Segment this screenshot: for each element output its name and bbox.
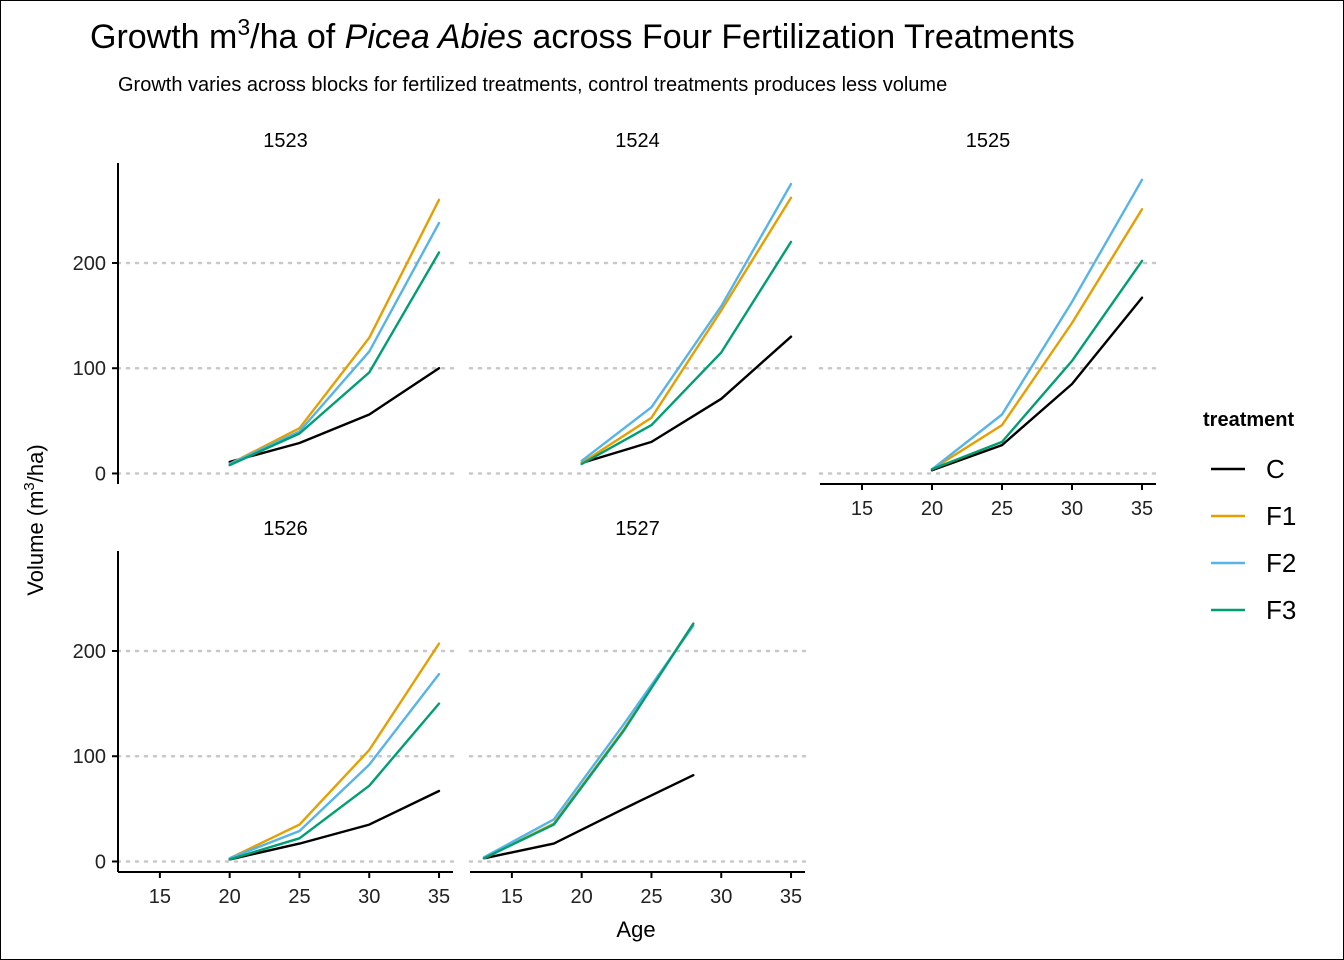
x-tick-label: 15: [149, 886, 171, 908]
y-tick-label: 200: [73, 641, 106, 663]
legend-label: C: [1266, 454, 1285, 484]
x-tick-label: 20: [921, 498, 943, 520]
facet-panel-1524: 1524: [468, 130, 807, 475]
x-tick-label: 35: [428, 886, 450, 908]
series-line-f1: [228, 642, 441, 860]
series-line-f2: [930, 178, 1144, 471]
y-tick-label: 100: [73, 358, 106, 380]
series-line-c: [228, 367, 441, 464]
chart-title: Growth m3/ha of Picea Abies across Four …: [90, 14, 1075, 56]
series-line-c: [930, 296, 1144, 472]
series-line-f3: [930, 259, 1144, 471]
series-line-c: [228, 789, 441, 861]
y-axis-label: Volume (m3/ha): [21, 444, 48, 595]
legend-item-f3: F3: [1211, 595, 1296, 625]
x-tick-label: 35: [1131, 498, 1153, 520]
x-tick-label: 25: [288, 886, 310, 908]
x-axis-label: Age: [616, 917, 655, 942]
x-tick-label: 30: [1061, 498, 1083, 520]
x-tick-label: 15: [851, 498, 873, 520]
legend-label: F2: [1266, 548, 1296, 578]
series-line-f3: [228, 251, 441, 467]
x-tick-label: 35: [780, 886, 802, 908]
y-tick-label: 0: [95, 851, 106, 873]
chart-subtitle: Growth varies across blocks for fertiliz…: [118, 74, 947, 96]
facet-label: 1524: [615, 130, 660, 152]
series-line-f2: [580, 182, 793, 462]
series-line-f2: [228, 672, 441, 860]
series-line-f1: [482, 622, 695, 860]
series-line-f2: [482, 624, 695, 859]
series-line-f3: [580, 240, 793, 466]
facet-panel-1523: 1523 0 100 200: [73, 130, 455, 485]
x-tick-label: 30: [710, 886, 732, 908]
series-line-f2: [228, 221, 441, 466]
x-tick-label: 15: [501, 886, 523, 908]
x-tick-label: 25: [640, 886, 662, 908]
legend-item-f1: F1: [1211, 501, 1296, 531]
facet-panel-1526: 1526 0 100 200 15 20 25 30 35: [73, 518, 455, 908]
legend-item-c: C: [1211, 454, 1285, 484]
y-tick-label: 200: [73, 253, 106, 275]
series-line-c: [482, 774, 695, 860]
x-tick-label: 30: [358, 886, 380, 908]
legend-item-f2: F2: [1211, 548, 1296, 578]
series-line-f3: [228, 702, 441, 861]
legend-title: treatment: [1203, 409, 1294, 431]
x-tick-label: 20: [571, 886, 593, 908]
series-line-f3: [482, 622, 695, 860]
series-line-f1: [580, 196, 793, 465]
facet-panel-1527: 1527 15 20 25 30 35: [468, 518, 807, 908]
facet-label: 1523: [263, 130, 308, 152]
series-line-f1: [228, 198, 441, 466]
x-tick-label: 20: [219, 886, 241, 908]
facet-panel-1525: 1525 15 20 25 30 35: [818, 130, 1158, 520]
facet-label: 1526: [263, 518, 308, 540]
facet-label: 1527: [615, 518, 660, 540]
x-tick-label: 25: [991, 498, 1013, 520]
y-tick-label: 0: [95, 463, 106, 485]
legend: C F1 F2 F3: [1211, 454, 1296, 625]
y-tick-label: 100: [73, 746, 106, 768]
facet-label: 1525: [966, 130, 1011, 152]
legend-label: F3: [1266, 595, 1296, 625]
legend-label: F1: [1266, 501, 1296, 531]
series-line-f1: [930, 208, 1144, 471]
series-line-c: [580, 335, 793, 465]
